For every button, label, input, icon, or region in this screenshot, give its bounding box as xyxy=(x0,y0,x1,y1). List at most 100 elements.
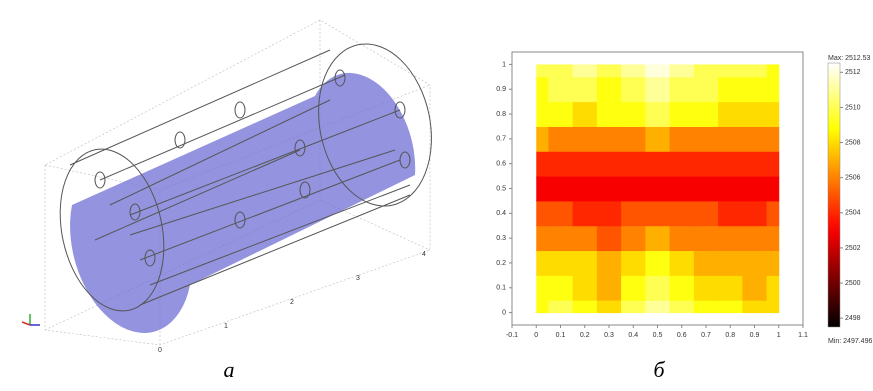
heat-cell xyxy=(670,126,695,151)
heat-cell xyxy=(536,226,549,251)
heat-cell xyxy=(597,102,622,127)
heat-cell xyxy=(573,201,598,226)
heat-cell xyxy=(597,176,622,201)
heat-cell xyxy=(767,126,780,151)
heat-cell xyxy=(694,151,719,176)
heat-cell xyxy=(645,126,670,151)
heat-cell xyxy=(548,226,573,251)
y-tick-label: 0.1 xyxy=(496,285,506,292)
heat-cell xyxy=(694,77,719,102)
heat-cell xyxy=(670,77,695,102)
colorbar xyxy=(828,63,840,327)
heat-cell xyxy=(536,300,549,313)
heat-cell xyxy=(670,102,695,127)
x-tick-label: 1 xyxy=(777,332,781,339)
x-tick-label: 1 xyxy=(224,323,228,330)
heat-cell xyxy=(645,300,670,313)
heat-cell xyxy=(548,300,573,313)
heat-cell xyxy=(767,201,780,226)
heat-cell xyxy=(548,201,573,226)
colorbar-tick-label: 2512 xyxy=(845,69,861,76)
x-tick-label: 0.1 xyxy=(556,332,566,339)
heat-cell xyxy=(597,126,622,151)
heat-cell xyxy=(742,126,767,151)
heat-cell xyxy=(621,126,646,151)
heat-cell xyxy=(767,226,780,251)
x-tick-label: 0 xyxy=(158,347,162,354)
heat-cell xyxy=(694,275,719,300)
heat-cell xyxy=(742,102,767,127)
heat-cell xyxy=(573,275,598,300)
x-tick-label: 0.7 xyxy=(701,332,711,339)
heat-cell xyxy=(694,300,719,313)
heat-cell xyxy=(621,151,646,176)
x-tick-label: 0.9 xyxy=(750,332,760,339)
heat-cell xyxy=(718,77,743,102)
heat-cell xyxy=(718,300,743,313)
heat-cell xyxy=(621,226,646,251)
heat-cell xyxy=(718,226,743,251)
heat-cell xyxy=(548,251,573,276)
y-tick-label: 0.6 xyxy=(496,161,506,168)
heat-cell xyxy=(645,77,670,102)
heat-cell xyxy=(670,275,695,300)
heat-cell xyxy=(742,275,767,300)
y-tick-label: 0.2 xyxy=(496,260,506,267)
heat-cell xyxy=(573,176,598,201)
y-tick-label: 0.8 xyxy=(496,111,506,118)
x-tick-label: 0.4 xyxy=(628,332,638,339)
heat-cell xyxy=(670,251,695,276)
x-tick-label: 0.8 xyxy=(725,332,735,339)
y-tick-label: 0.4 xyxy=(496,210,506,217)
heat-cell xyxy=(767,300,780,313)
heat-cell xyxy=(597,64,622,77)
heat-cell xyxy=(536,251,549,276)
heat-cell xyxy=(548,126,573,151)
heat-cell xyxy=(767,151,780,176)
x-tick-label: 0 xyxy=(534,332,538,339)
heat-cell xyxy=(694,226,719,251)
heat-cell xyxy=(742,64,767,77)
heat-cell xyxy=(645,102,670,127)
heat-cell xyxy=(645,176,670,201)
caption: а xyxy=(224,357,235,382)
y-tick-label: 0.3 xyxy=(496,235,506,242)
max-label: Max: 2512.53 xyxy=(828,55,871,62)
heat-cell xyxy=(670,151,695,176)
heat-cell xyxy=(597,151,622,176)
heat-cell xyxy=(718,251,743,276)
heat-cell xyxy=(597,275,622,300)
heat-cell xyxy=(742,77,767,102)
heat-cell xyxy=(694,102,719,127)
heat-cell xyxy=(767,176,780,201)
heat-cell xyxy=(742,226,767,251)
heat-cell xyxy=(621,201,646,226)
heat-cell xyxy=(767,275,780,300)
heat-cell xyxy=(767,251,780,276)
heat-cell xyxy=(597,226,622,251)
heat-cell xyxy=(597,201,622,226)
heat-cell xyxy=(548,275,573,300)
heat-cell xyxy=(573,64,598,77)
y-tick-label: 0 xyxy=(502,309,506,316)
figure: а б Max: 2512.53 Min: 2497.496 01234-0.1… xyxy=(0,0,873,391)
heat-cell xyxy=(536,102,549,127)
heat-cell xyxy=(742,201,767,226)
heat-cell xyxy=(621,275,646,300)
heat-cell xyxy=(536,176,549,201)
heat-cell xyxy=(645,226,670,251)
heat-cell xyxy=(597,251,622,276)
colorbar-tick-label: 2500 xyxy=(845,280,861,287)
x-tick-label: 3 xyxy=(356,275,360,282)
heat-cell xyxy=(573,151,598,176)
heat-cell xyxy=(573,226,598,251)
heat-cell xyxy=(670,201,695,226)
heat-cell xyxy=(694,64,719,77)
x-tick-label: 0.2 xyxy=(580,332,590,339)
heat-cell xyxy=(645,201,670,226)
heat-cell xyxy=(670,226,695,251)
x-tick-label: 0.6 xyxy=(677,332,687,339)
heat-cell xyxy=(670,300,695,313)
heat-cell xyxy=(536,201,549,226)
x-tick-label: 0.3 xyxy=(604,332,614,339)
